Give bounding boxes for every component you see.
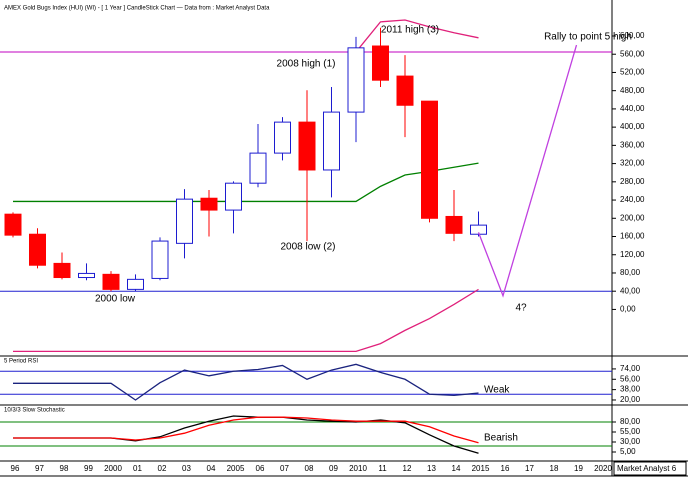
annotation: Rally to point 5 high bbox=[544, 32, 632, 43]
x-tick-label: 18 bbox=[550, 464, 559, 473]
x-tick-label: 11 bbox=[378, 464, 387, 473]
candle-body bbox=[78, 272, 95, 279]
x-tick-label: 03 bbox=[182, 464, 191, 473]
x-tick-label: 99 bbox=[84, 464, 93, 473]
y-tick-label: 600,00 bbox=[620, 31, 645, 40]
candle-body bbox=[225, 182, 242, 211]
annotation: 4? bbox=[515, 303, 527, 314]
line bbox=[355, 19, 479, 53]
candle-body bbox=[421, 100, 438, 219]
panel-title: 10/3/3 Slow Stochastic bbox=[4, 408, 65, 414]
y-tick-label: 280,00 bbox=[620, 177, 645, 186]
candle-body bbox=[176, 198, 193, 244]
y-tick-label: 560,00 bbox=[620, 49, 645, 58]
x-tick-label: 07 bbox=[280, 464, 289, 473]
y-tick-label: 30,00 bbox=[620, 437, 641, 446]
x-tick-label: 19 bbox=[574, 464, 583, 473]
x-tick-label: 98 bbox=[60, 464, 69, 473]
chart-title: AMEX Gold Bugs Index (HUI) (WI) - [ 1 Ye… bbox=[4, 6, 270, 12]
y-tick-label: 20,00 bbox=[620, 395, 641, 404]
x-tick-label: 01 bbox=[133, 464, 142, 473]
y-tick-label: 40,00 bbox=[620, 286, 641, 295]
x-tick-label: 04 bbox=[207, 464, 216, 473]
y-tick-label: 74,00 bbox=[620, 364, 641, 373]
line bbox=[13, 363, 479, 401]
projection-line bbox=[477, 44, 578, 298]
candle-body bbox=[323, 111, 340, 171]
x-tick-label: 12 bbox=[403, 464, 412, 473]
y-tick-label: 80,00 bbox=[620, 268, 641, 277]
candle-body bbox=[445, 215, 463, 234]
y-tick-label: 0,00 bbox=[620, 305, 636, 314]
x-tick-label: 97 bbox=[35, 464, 44, 473]
x-tick-label: 96 bbox=[11, 464, 20, 473]
y-tick-label: 200,00 bbox=[620, 213, 645, 222]
candle-body bbox=[396, 75, 414, 106]
panel-title: 5 Period RSI bbox=[4, 359, 38, 365]
annotation: 2000 low bbox=[95, 294, 136, 305]
y-tick-label: 240,00 bbox=[620, 195, 645, 204]
line bbox=[13, 288, 479, 353]
annotation: Weak bbox=[484, 385, 510, 396]
footer: Market Analyst 6 bbox=[617, 464, 677, 473]
x-tick-label: 13 bbox=[427, 464, 436, 473]
annotation: 2011 high (3) bbox=[381, 25, 439, 36]
x-tick-label: 08 bbox=[305, 464, 314, 473]
y-tick-label: 440,00 bbox=[620, 104, 645, 113]
candle-body bbox=[53, 262, 71, 279]
line bbox=[13, 416, 479, 444]
x-tick-label: 02 bbox=[158, 464, 167, 473]
candle-body bbox=[4, 213, 22, 236]
y-tick-label: 320,00 bbox=[620, 159, 645, 168]
candle-body bbox=[102, 273, 120, 290]
x-tick-label: 2005 bbox=[227, 464, 245, 473]
y-tick-label: 55,00 bbox=[620, 427, 641, 436]
x-tick-label: 17 bbox=[525, 464, 534, 473]
x-tick-label: 06 bbox=[256, 464, 265, 473]
y-tick-label: 160,00 bbox=[620, 232, 645, 241]
y-tick-label: 360,00 bbox=[620, 140, 645, 149]
x-tick-label: 2020 bbox=[594, 464, 612, 473]
candle-body bbox=[127, 278, 144, 290]
candle-body bbox=[347, 47, 365, 113]
footer-box bbox=[613, 461, 687, 476]
y-tick-label: 80,00 bbox=[620, 417, 641, 426]
x-tick-label: 09 bbox=[329, 464, 338, 473]
y-tick-label: 38,00 bbox=[620, 385, 641, 394]
x-tick-label: 2015 bbox=[472, 464, 490, 473]
y-tick-label: 56,00 bbox=[620, 374, 641, 383]
y-tick-label: 520,00 bbox=[620, 68, 645, 77]
y-tick-label: 400,00 bbox=[620, 122, 645, 131]
candle-body bbox=[274, 121, 291, 154]
candle-body bbox=[29, 233, 46, 266]
y-tick-label: 120,00 bbox=[620, 250, 645, 259]
x-tick-label: 2010 bbox=[349, 464, 367, 473]
annotation: 2008 low (2) bbox=[280, 242, 335, 253]
x-tick-label: 2000 bbox=[104, 464, 122, 473]
candle-body bbox=[151, 240, 169, 279]
candle-body bbox=[200, 197, 218, 211]
y-tick-label: 5,00 bbox=[620, 447, 636, 456]
x-tick-label: 16 bbox=[501, 464, 510, 473]
x-tick-label: 14 bbox=[452, 464, 461, 473]
annotation: 2008 high (1) bbox=[277, 59, 336, 70]
candle-body bbox=[249, 152, 267, 184]
candle-body bbox=[372, 45, 389, 81]
candle-body bbox=[298, 121, 316, 171]
annotation: Bearish bbox=[484, 433, 518, 444]
candle-body bbox=[470, 224, 487, 235]
line bbox=[13, 162, 479, 203]
y-tick-label: 480,00 bbox=[620, 86, 645, 95]
